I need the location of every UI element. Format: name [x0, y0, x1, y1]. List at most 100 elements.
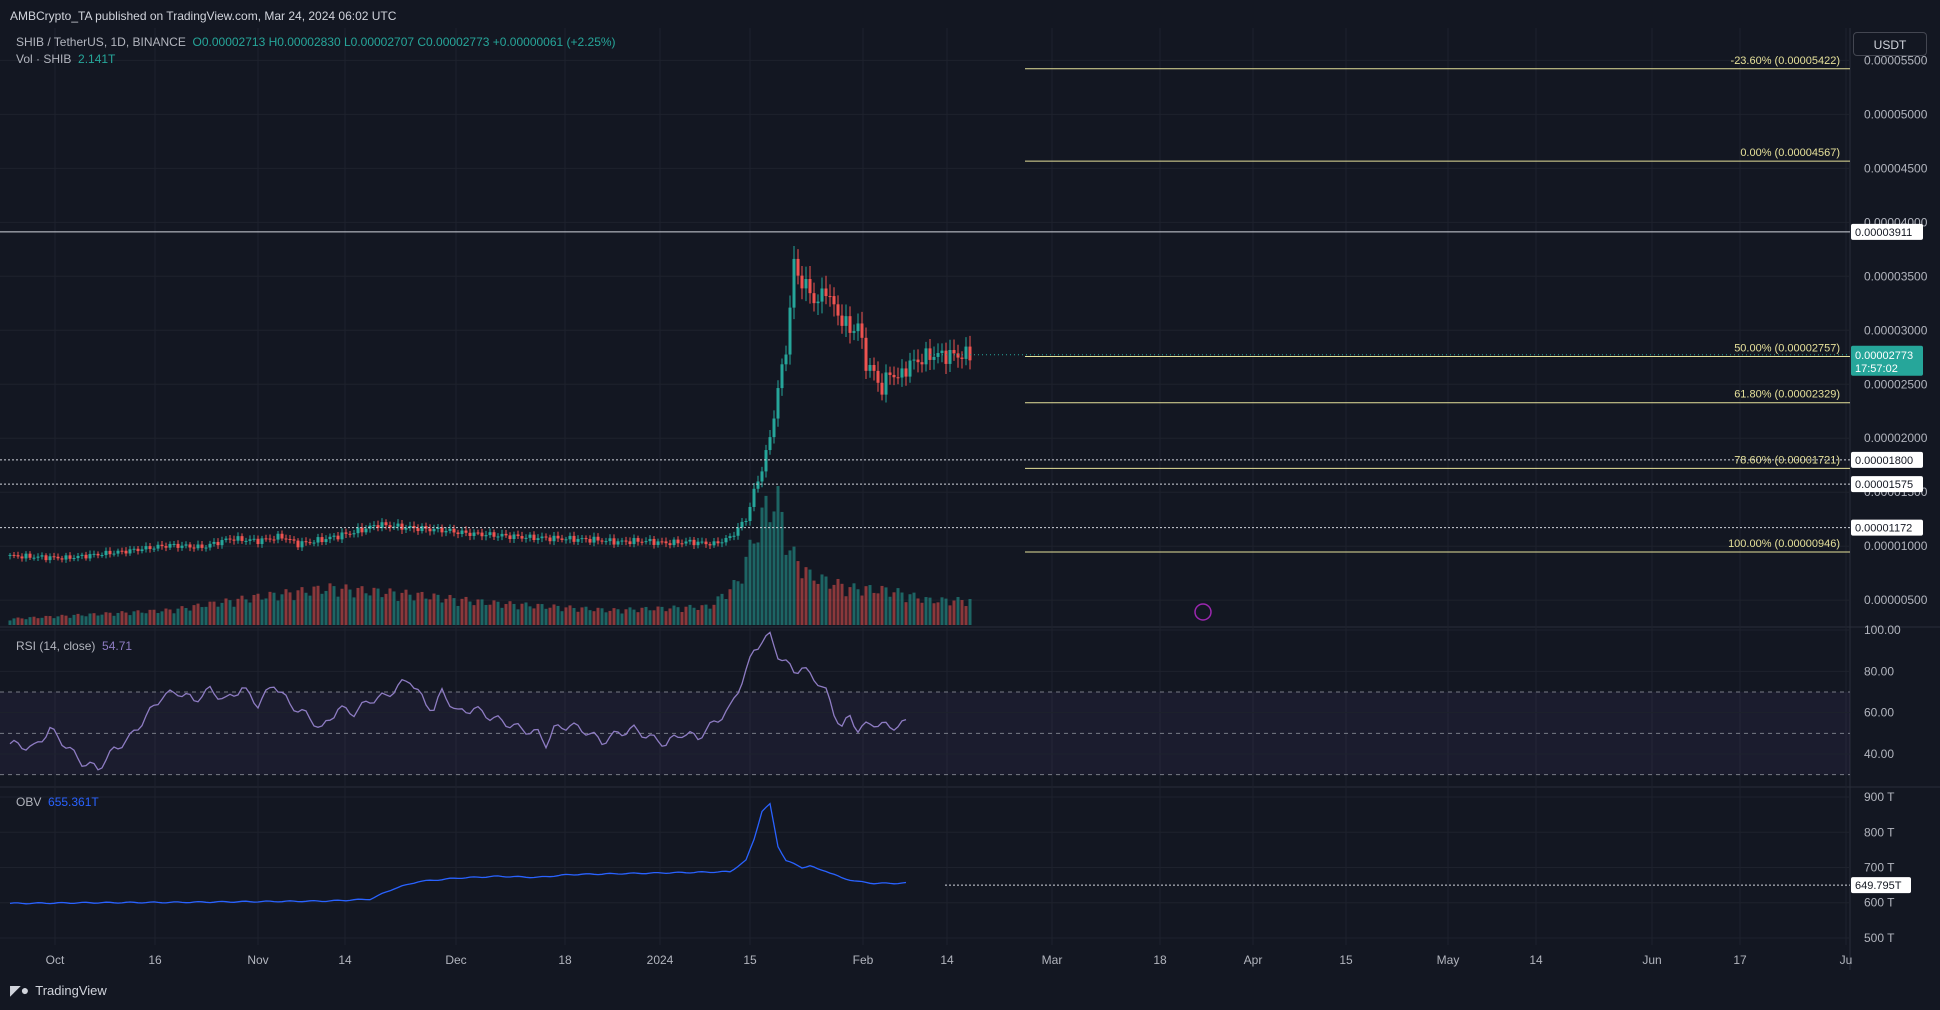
volume-bar: [840, 583, 844, 625]
volume-bar: [324, 590, 328, 625]
candle-body: [100, 555, 104, 557]
volume-bar: [460, 598, 464, 625]
tradingview-logo-icon: ◤●: [10, 982, 30, 998]
candle-body: [512, 534, 516, 540]
volume-bar: [688, 604, 692, 625]
x-axis-tick-label: Feb: [853, 953, 874, 967]
x-axis-tick-label: May: [1437, 953, 1460, 967]
volume-bar: [640, 607, 644, 625]
candle-body: [196, 544, 200, 549]
volume-bar: [612, 608, 616, 625]
volume-bar: [448, 594, 452, 625]
volume-bar: [396, 600, 400, 625]
obv-axis-tick-label: 800 T: [1864, 825, 1895, 839]
fib-level-label: 100.00% (0.00000946): [1728, 538, 1840, 550]
candle-body: [64, 555, 68, 560]
volume-bar: [812, 580, 816, 625]
volume-bar: [712, 604, 716, 625]
price-level-tag-text: 0.00001800: [1855, 455, 1913, 467]
volume-bar: [496, 601, 500, 625]
volume-bar: [332, 586, 336, 625]
rsi-axis-tick-label: 100.00: [1864, 623, 1901, 637]
candle-body: [176, 543, 180, 548]
price-level-tag-text: 0.00001172: [1855, 523, 1912, 535]
volume-bar: [828, 588, 832, 625]
obv-axis-tick-label: 900 T: [1864, 790, 1895, 804]
volume-bar: [28, 617, 32, 625]
candle-body: [68, 555, 72, 559]
candle-body: [364, 528, 368, 533]
candle-body: [396, 523, 400, 527]
price-axis-tick-label: 0.00004500: [1864, 161, 1928, 175]
volume-bar: [780, 511, 784, 625]
volume-bar: [700, 605, 704, 625]
candle-body: [728, 536, 732, 538]
volume-bar: [404, 589, 408, 625]
volume-bar: [152, 609, 156, 625]
candle-body: [596, 536, 600, 541]
candle-body: [756, 481, 760, 489]
candle-body: [832, 296, 836, 305]
candle-body: [352, 533, 356, 535]
candle-body: [744, 521, 748, 523]
volume-bar: [188, 610, 192, 625]
volume-bar: [164, 608, 168, 625]
candle-body: [648, 538, 652, 542]
candle-body: [24, 553, 28, 559]
candle-body: [136, 548, 140, 552]
candle-body: [336, 535, 340, 540]
volume-bar: [532, 608, 536, 625]
candle-body: [400, 523, 404, 530]
candle-body: [740, 521, 744, 528]
candle-body: [120, 550, 124, 552]
candle-body: [276, 533, 280, 540]
candle-body: [928, 348, 932, 360]
candle-body: [168, 543, 172, 548]
currency-button[interactable]: USDT: [1853, 32, 1927, 56]
candle-body: [16, 555, 20, 557]
volume-bar: [200, 607, 204, 625]
rsi-legend: RSI (14, close) 54.71: [16, 639, 132, 653]
volume-bar: [336, 596, 340, 625]
candle-body: [548, 537, 552, 542]
volume-bar: [724, 598, 728, 625]
rsi-axis-tick-label: 80.00: [1864, 664, 1894, 678]
candle-body: [72, 558, 76, 560]
candle-body: [884, 372, 888, 395]
volume-bar: [540, 604, 544, 625]
x-axis-tick-label: 17: [1733, 953, 1747, 967]
obv-legend: OBV 655.361T: [16, 795, 99, 809]
volume-bar: [352, 597, 356, 625]
volume-bar: [228, 600, 232, 625]
candle-body: [892, 374, 896, 378]
candle-body: [8, 554, 12, 556]
candle-body: [916, 359, 920, 363]
volume-bar: [232, 606, 236, 625]
candle-body: [204, 547, 208, 549]
candle-body: [388, 525, 392, 528]
volume-bar: [896, 588, 900, 625]
candle-body: [736, 527, 740, 536]
candle-body: [856, 323, 860, 332]
volume-bar: [740, 583, 744, 625]
volume-bar: [604, 612, 608, 625]
candle-body: [748, 506, 752, 522]
volume-bar: [500, 607, 504, 625]
x-axis-tick-label: 14: [1529, 953, 1543, 967]
volume-bar: [192, 605, 196, 625]
volume-bar: [276, 600, 280, 625]
volume-bar: [624, 609, 628, 625]
candle-body: [60, 558, 64, 560]
volume-bar: [836, 578, 840, 625]
candle-body: [808, 279, 812, 294]
volume-bar: [356, 587, 360, 625]
candle-body: [792, 258, 796, 308]
volume-bar: [664, 611, 668, 625]
volume-bar: [556, 605, 560, 625]
candle-body: [412, 525, 416, 529]
volume-bar: [176, 608, 180, 625]
volume-bar: [524, 602, 528, 625]
candle-body: [456, 532, 460, 535]
candle-body: [360, 527, 364, 533]
volume-bar: [288, 592, 292, 625]
